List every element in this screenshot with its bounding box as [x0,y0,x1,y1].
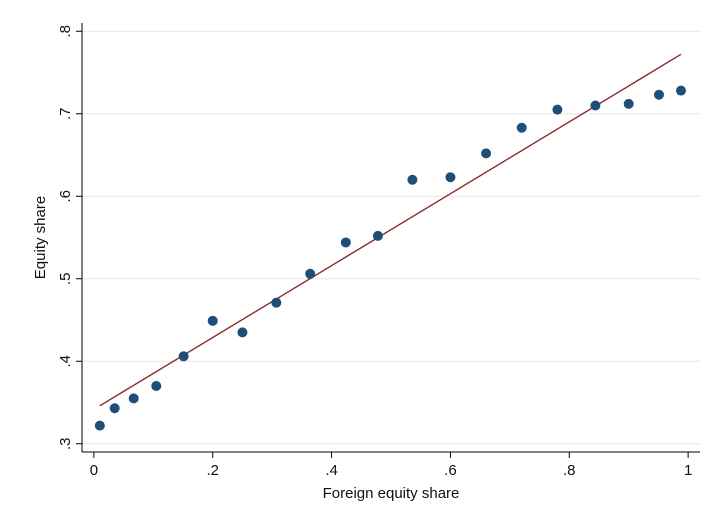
data-point [151,381,162,391]
gridlines [82,30,700,445]
y-tick-label: .7 [57,107,74,120]
data-point [445,172,456,183]
data-point [305,268,316,279]
y-tick-label: .8 [57,25,74,38]
data-point [128,393,139,404]
fit-line-group [99,53,682,407]
x-axis-title: Foreign equity share [323,485,460,502]
data-point [178,351,189,362]
y-tick-label: .3 [57,437,74,450]
data-point [109,403,120,414]
data-point [516,122,527,133]
data-point [237,327,248,338]
data-point [340,237,351,248]
data-point [481,148,492,159]
data-points [94,85,686,431]
y-tick-label: .5 [57,272,74,285]
y-tick-label: .4 [57,355,74,368]
x-tick-label: .4 [325,462,338,479]
y-tick-label: .6 [57,190,74,203]
data-point [590,100,601,111]
data-point [653,89,664,100]
x-ticks: 0 .2 .4 .6 .8 1 [90,452,692,479]
data-point [372,230,383,241]
y-ticks: .3 .4 .5 .6 .7 .8 [57,25,82,450]
x-tick-label: .8 [563,462,576,479]
data-point [623,98,634,109]
y-axis-title: Equity share [32,196,49,279]
x-tick-label: 1 [684,462,692,479]
x-tick-label: .2 [206,462,219,479]
data-point [94,420,105,431]
axes [81,23,700,453]
x-tick-label: .6 [444,462,457,479]
data-point [271,297,282,308]
data-point [675,85,686,96]
data-point [552,104,563,115]
data-point [407,174,418,185]
data-point [207,315,218,326]
fit-line [99,53,682,407]
x-tick-label: 0 [90,462,98,479]
